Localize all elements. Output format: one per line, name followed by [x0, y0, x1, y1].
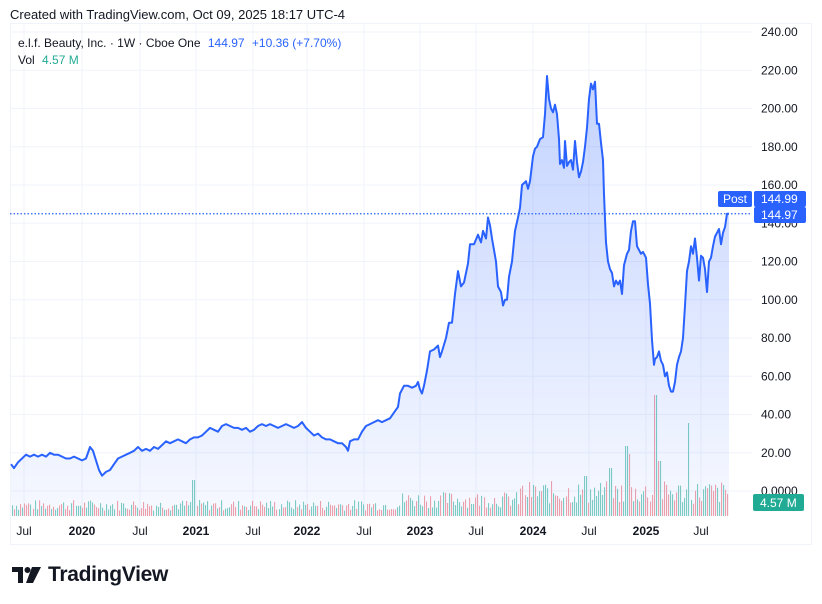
time-tick-label: 2021 [183, 524, 210, 538]
price-tick-label: 100.00 [761, 293, 798, 307]
legend-change: +10.36 (+7.70%) [251, 36, 342, 50]
volume-badge-value: 4.57 M [760, 496, 797, 510]
price-tick-label: 160.00 [761, 178, 798, 192]
post-price-value: 144.99 [761, 192, 798, 206]
last-price-badge: 144.97 [754, 207, 806, 223]
time-tick-label: Jul [356, 524, 371, 538]
price-tick-label: 60.00 [761, 369, 791, 383]
post-label: Post [723, 192, 748, 206]
time-tick-label: 2022 [294, 524, 321, 538]
time-tick-label: 2023 [407, 524, 434, 538]
created-with-caption: Created with TradingView.com, Oct 09, 20… [10, 7, 346, 22]
chart-frame[interactable] [10, 23, 812, 545]
price-axis[interactable]: 240.00220.00200.00180.00160.00140.00120.… [761, 25, 798, 498]
tradingview-logo-icon [12, 567, 41, 583]
volume-label: Vol [18, 53, 35, 67]
tradingview-logo[interactable]: TradingView [12, 563, 168, 587]
price-area-fill [11, 76, 729, 516]
time-tick-label: 2020 [69, 524, 96, 538]
post-price-badge: Post 144.99 [718, 191, 806, 207]
time-tick-label: 2024 [520, 524, 547, 538]
price-tick-label: 220.00 [761, 63, 798, 77]
time-tick-label: Jul [468, 524, 483, 538]
time-tick-label: Jul [132, 524, 147, 538]
price-tick-label: 80.00 [761, 331, 791, 345]
time-axis[interactable]: Jul 2020 Jul 2021 Jul 2022 Jul 2023 Jul 2024 Jul 20… [16, 524, 708, 538]
time-tick-label: 2025 [633, 524, 660, 538]
time-tick-label: Jul [581, 524, 596, 538]
legend-price: 144.97 [207, 36, 245, 50]
volume-badge: 4.57 M [753, 494, 804, 511]
chart-legend: e.l.f. Beauty, Inc. · 1W · Cboe One 144.… [18, 35, 345, 69]
price-line [10, 75, 729, 477]
volume-value: 4.57 M [42, 53, 79, 67]
legend-volume-row: Vol 4.57 M [18, 52, 345, 69]
time-tick-label: Jul [245, 524, 260, 538]
price-tick-label: 200.00 [761, 102, 798, 116]
price-tick-label: 20.00 [761, 446, 791, 460]
price-tick-label: 40.00 [761, 408, 791, 422]
price-tick-label: 240.00 [761, 25, 798, 39]
time-tick-label: Jul [16, 524, 31, 538]
last-price-value: 144.97 [761, 208, 798, 222]
symbol-title: e.l.f. Beauty, Inc. · 1W · Cboe One [18, 36, 201, 50]
price-tick-label: 180.00 [761, 140, 798, 154]
price-tick-label: 120.00 [761, 255, 798, 269]
time-tick-label: Jul [693, 524, 708, 538]
tradingview-wordmark: TradingView [48, 563, 169, 586]
legend-symbol-row: e.l.f. Beauty, Inc. · 1W · Cboe One 144.… [18, 35, 345, 52]
